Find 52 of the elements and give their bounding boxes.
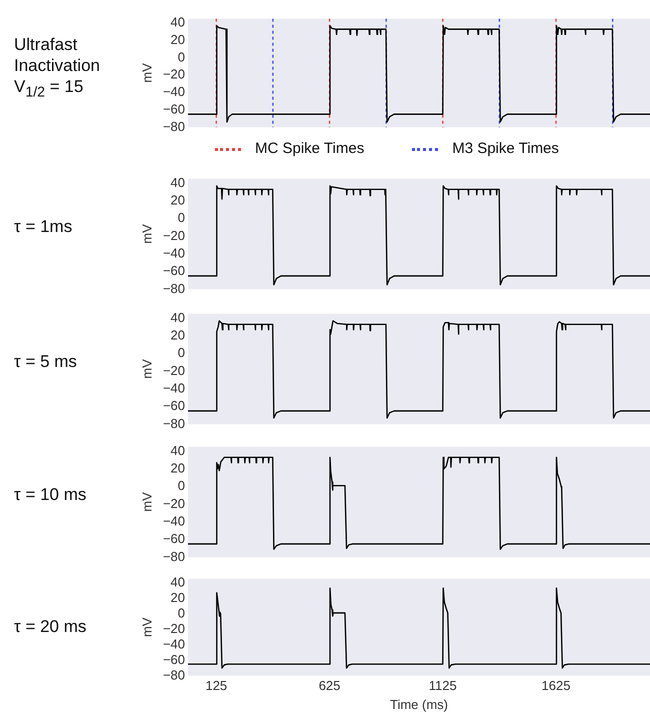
x-tick-label: 125 (205, 678, 228, 694)
y-axis-title: mV (139, 617, 154, 638)
legend-label: M3 Spike Times (451, 140, 559, 157)
y-tick-label: 0 (178, 210, 185, 226)
text: τ = 10 ms (14, 484, 88, 505)
y-tick-label: −60 (162, 531, 185, 546)
y-tick-label: 0 (178, 49, 185, 64)
y-tick-label: 20 (170, 327, 185, 342)
text: τ = 20 ms (14, 616, 88, 637)
y-tick-label: −40 (162, 380, 185, 396)
y-tick-label: −60 (162, 398, 185, 414)
y-tick-label: 40 (170, 442, 185, 458)
y-tick-label: 40 (170, 574, 185, 590)
x-tick-label: 1125 (428, 678, 457, 694)
x-axis-title: Time (ms) (390, 696, 448, 712)
y-tick-label: 0 (178, 605, 185, 620)
y-tick-label: −20 (162, 496, 185, 511)
y-tick-label: −20 (162, 228, 185, 243)
y-tick-label: −80 (162, 118, 185, 134)
y-tick-label: −60 (162, 101, 185, 116)
y-axis-title: mV (139, 224, 154, 244)
y-tick-label: −20 (162, 362, 185, 378)
y-tick-label: −20 (162, 620, 185, 636)
y-tick-label: −40 (162, 513, 185, 528)
y-tick-label: −60 (162, 652, 185, 667)
x-tick-label: 625 (318, 678, 340, 694)
y-tick-label: −80 (162, 280, 185, 296)
y-tick-label: −80 (162, 548, 185, 564)
y-tick-label: 40 (170, 310, 185, 325)
y-tick-label: 20 (170, 32, 185, 48)
y-tick-label: −20 (162, 66, 185, 82)
y-tick-label: −80 (162, 416, 185, 431)
y-tick-label: 0 (178, 345, 185, 360)
y-tick-label: −40 (162, 84, 185, 100)
text: τ = 5 ms (14, 351, 78, 372)
y-tick-label: 0 (178, 478, 185, 494)
y-tick-label: −60 (162, 263, 185, 278)
y-tick-label: −40 (162, 245, 185, 260)
text: Ultrafast Inactivation V$_{1/2}$ = 15 (14, 34, 101, 102)
y-tick-label: 40 (170, 14, 185, 30)
y-axis-title: mV (139, 358, 154, 379)
y-axis-title: mV (139, 62, 154, 83)
legend-label: MC Spike Times (254, 140, 364, 157)
text: τ = 1ms (14, 216, 74, 237)
y-tick-label: −40 (162, 636, 185, 652)
y-axis-title: mV (139, 492, 154, 512)
y-tick-label: 20 (170, 192, 185, 208)
y-tick-label: 20 (170, 590, 185, 605)
x-tick-label: 1625 (542, 678, 570, 694)
y-tick-label: 20 (170, 460, 185, 476)
y-tick-label: −80 (162, 667, 185, 682)
y-tick-label: 40 (170, 174, 185, 190)
